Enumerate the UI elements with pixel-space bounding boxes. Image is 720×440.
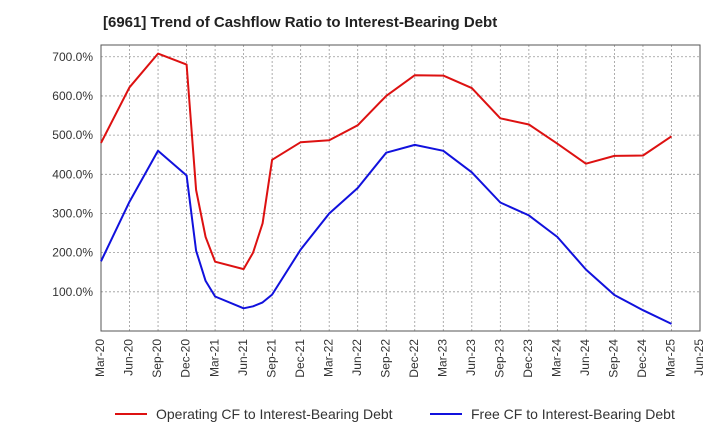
series-layer xyxy=(100,52,673,325)
x-tick-label: Dec-21 xyxy=(293,339,307,378)
legend: Operating CF to Interest-Bearing Debt Fre… xyxy=(115,406,675,422)
y-tick-label: 600.0% xyxy=(52,89,93,103)
x-tick-label: Jun-23 xyxy=(464,339,478,376)
axes: Mar-20 Jun-20 Sep-20 Dec-20 Mar-21 Jun-21 Sep-… xyxy=(52,44,706,378)
legend-label-2: Free CF to Interest-Bearing Debt xyxy=(471,406,675,422)
series-line-2 xyxy=(100,143,672,325)
y-tick-label: 300.0% xyxy=(52,206,93,220)
x-tick-label: Sep-20 xyxy=(150,339,164,378)
x-tick-label: Sep-22 xyxy=(378,339,392,378)
x-tick-label: Mar-21 xyxy=(207,339,221,377)
x-tick-label: Jun-20 xyxy=(122,339,136,376)
x-tick-label: Sep-21 xyxy=(264,339,278,378)
y-tick-label: 700.0% xyxy=(52,50,93,64)
y-tick-label: 500.0% xyxy=(52,128,93,142)
x-tick-label: Sep-24 xyxy=(607,339,621,378)
series-line-1 xyxy=(100,52,673,271)
x-tick-label: Jun-24 xyxy=(578,339,592,376)
legend-label-1: Operating CF to Interest-Bearing Debt xyxy=(156,406,393,422)
y-tick-label: 200.0% xyxy=(52,246,93,260)
x-tick-label: Jun-22 xyxy=(350,339,364,376)
chart-title: [6961] Trend of Cashflow Ratio to Intere… xyxy=(103,14,498,31)
x-tick-label: Mar-22 xyxy=(321,339,335,377)
x-tick-label: Mar-25 xyxy=(664,339,678,377)
x-tick-label: Sep-23 xyxy=(493,339,507,378)
x-tick-label: Dec-22 xyxy=(407,339,421,378)
plot-frame xyxy=(100,44,701,332)
x-tick-label: Jun-21 xyxy=(236,339,250,376)
grid-layer xyxy=(101,45,700,331)
x-tick-label: Mar-20 xyxy=(93,339,107,377)
x-tick-label: Jun-25 xyxy=(692,339,706,376)
x-tick-label: Dec-24 xyxy=(635,339,649,378)
y-tick-label: 100.0% xyxy=(52,285,93,299)
x-tick-label: Mar-23 xyxy=(435,339,449,377)
x-tick-label: Dec-23 xyxy=(521,339,535,378)
x-tick-label: Dec-20 xyxy=(179,339,193,378)
y-tick-label: 400.0% xyxy=(52,167,93,181)
x-tick-label: Mar-24 xyxy=(550,339,564,377)
